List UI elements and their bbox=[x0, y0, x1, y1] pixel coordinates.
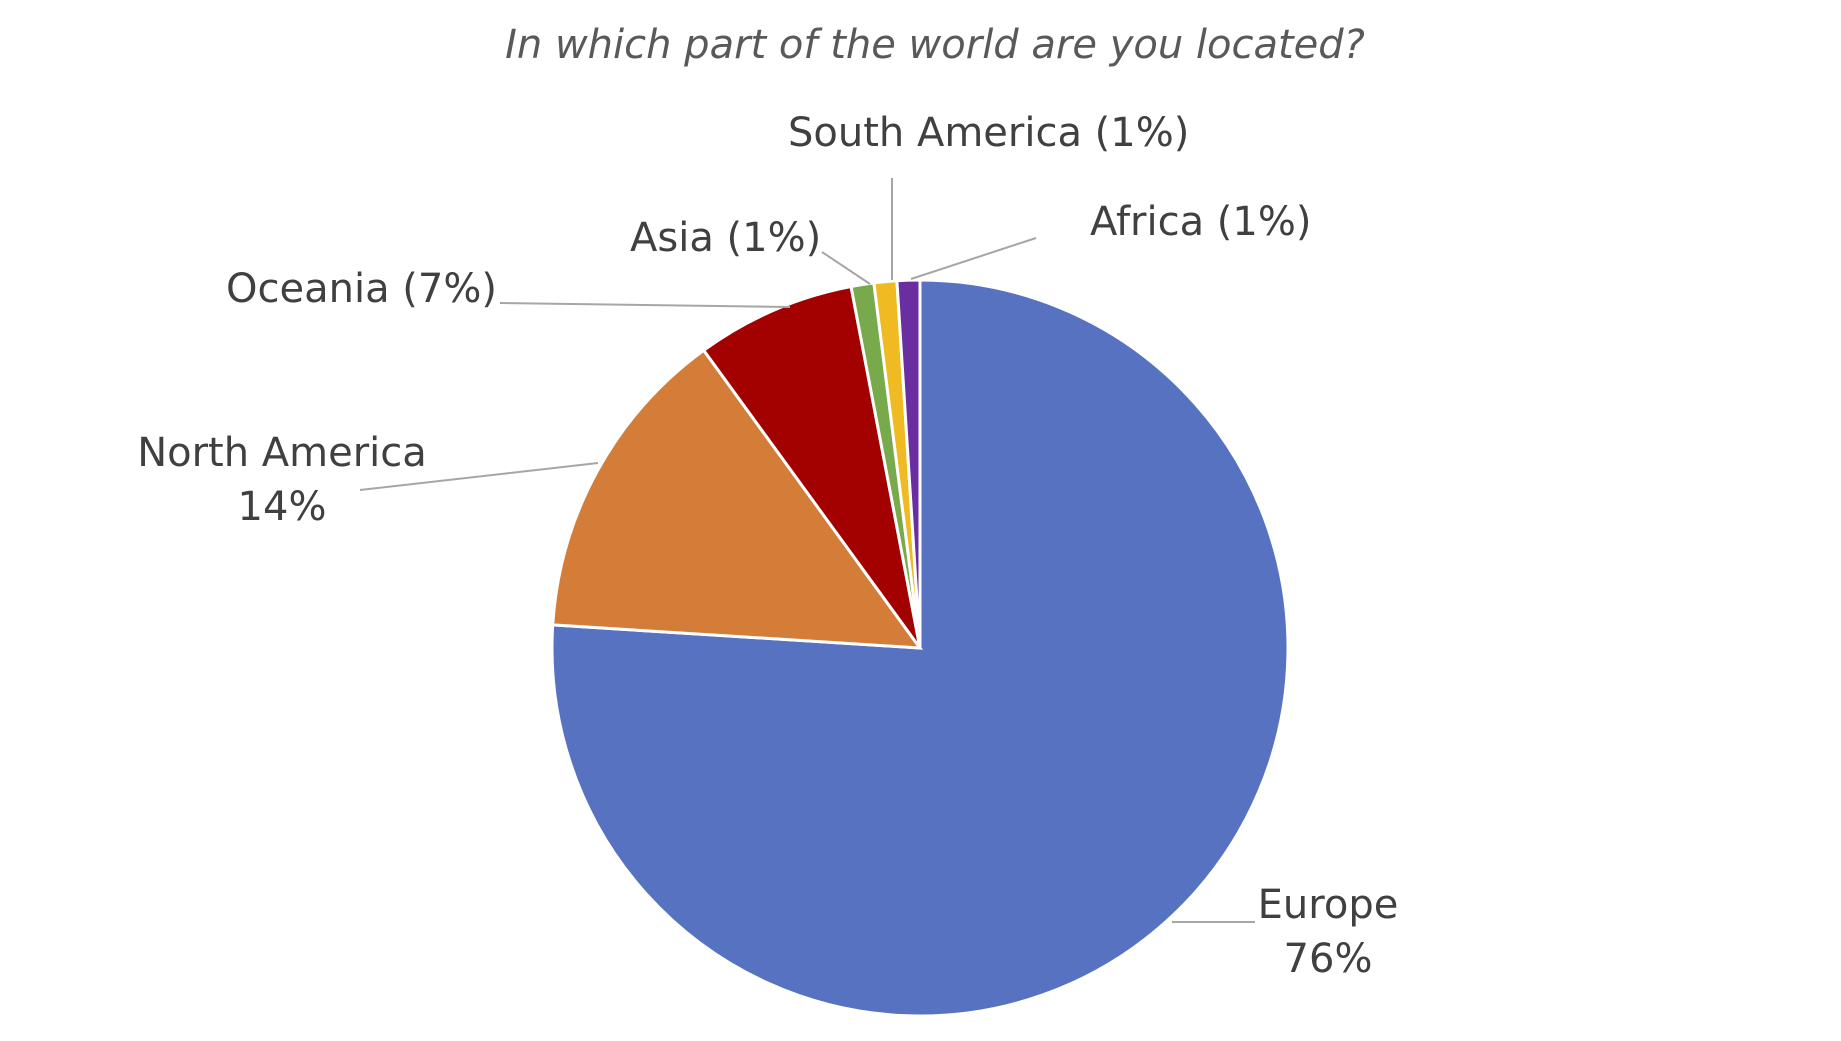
slice-label-asia: Asia (1%) bbox=[630, 215, 821, 261]
slice-label-line: 76% bbox=[1284, 936, 1373, 982]
slice-label-south-america: South America (1%) bbox=[788, 110, 1189, 156]
leader-line-oceania bbox=[499, 302, 791, 308]
pie-slice-north-america bbox=[551, 348, 924, 650]
slice-label-line: Oceania (7%) bbox=[226, 266, 497, 312]
pie-slices bbox=[550, 278, 1290, 1018]
slice-label-oceania: Oceania (7%) bbox=[226, 266, 497, 312]
slice-label-line: South America (1%) bbox=[788, 110, 1189, 156]
pie-slice-oceania bbox=[701, 284, 922, 649]
slice-label-line: 14% bbox=[238, 484, 327, 530]
leader-line-north-america bbox=[359, 462, 599, 491]
chart-title: In which part of the world are you locat… bbox=[505, 22, 1365, 68]
slice-label-line: Europe bbox=[1258, 882, 1399, 928]
pie-slice-africa bbox=[895, 278, 922, 649]
slice-label-line: North America bbox=[137, 430, 427, 476]
slice-label-line: Africa (1%) bbox=[1090, 199, 1311, 245]
slice-label-europe: Europe 76% bbox=[1258, 882, 1399, 982]
slice-label-africa: Africa (1%) bbox=[1090, 199, 1311, 245]
leader-line-asia bbox=[821, 251, 871, 285]
slice-label-north-america: North America 14% bbox=[137, 430, 427, 530]
slice-labels: Europe 76% North America 14% Oceania (7%) Asi… bbox=[137, 110, 1398, 982]
leader-line-africa bbox=[910, 237, 1037, 280]
leader-lines bbox=[359, 178, 1255, 923]
slice-label-line: Asia (1%) bbox=[630, 215, 821, 261]
